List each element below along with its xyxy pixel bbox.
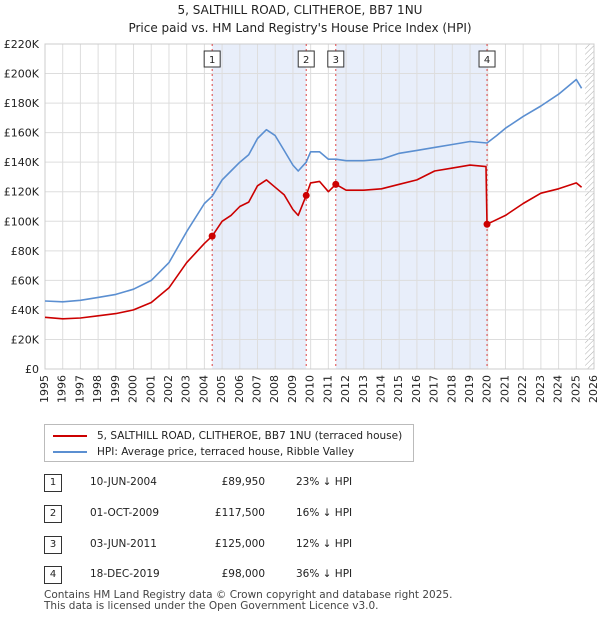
transaction-date: 18-DEC-2019 [90, 568, 160, 580]
transaction-hpi: 36% ↓ HPI [296, 568, 353, 580]
x-tick-label: 2000 [127, 375, 140, 403]
legend-label-hpi: HPI: Average price, terraced house, Ribb… [97, 446, 355, 458]
x-tick-label: 2022 [516, 375, 529, 403]
marker-badge-label: 1 [209, 55, 215, 66]
transaction-hpi: 12% ↓ HPI [296, 538, 353, 550]
legend-item-property: 5, SALTHILL ROAD, CLITHEROE, BB7 1NU (te… [53, 430, 402, 442]
transaction-date: 10-JUN-2004 [90, 476, 157, 488]
transaction-hpi: 23% ↓ HPI [296, 476, 353, 488]
x-tick-label: 2015 [392, 375, 405, 403]
legend-label-property: 5, SALTHILL ROAD, CLITHEROE, BB7 1NU (te… [97, 430, 403, 442]
plot-area: £0 £20K £40K £60K £80K £100K £120K £140K £160K £1… [4, 38, 600, 403]
marker-badge-label: 4 [484, 55, 490, 66]
x-tick-label: 1998 [91, 375, 104, 403]
x-tick-label: 2003 [180, 375, 193, 403]
transaction-row: 3 03-JUN-2011 £125,000 12% ↓ HPI [0, 536, 600, 556]
marker-badge-label: 2 [303, 55, 309, 66]
sale-point [332, 180, 340, 188]
x-tick-label: 2018 [445, 375, 458, 403]
y-tick-label: £220K [4, 38, 40, 51]
transaction-price: £125,000 [214, 538, 265, 550]
sale-point [483, 220, 491, 228]
transaction-hpi: 16% ↓ HPI [296, 507, 353, 519]
transaction-price: £117,500 [214, 507, 265, 519]
y-tick-label: £60K [11, 274, 40, 287]
x-tick-label: 1996 [56, 375, 69, 403]
chart-subtitle: Price paid vs. HM Land Registry's House … [128, 21, 471, 35]
x-tick-label: 2013 [357, 375, 370, 403]
sale-point [302, 191, 310, 199]
x-tick-label: 2009 [286, 375, 299, 403]
x-tick-label: 2020 [481, 375, 494, 403]
transaction-row: 4 18-DEC-2019 £98,000 36% ↓ HPI [0, 566, 600, 586]
x-tick-label: 2023 [534, 375, 547, 403]
legend-swatch-hpi [53, 451, 87, 453]
legend-swatch-property [53, 435, 87, 437]
x-tick-label: 2012 [339, 375, 352, 403]
transaction-date: 03-JUN-2011 [90, 538, 157, 550]
x-tick-label: 2010 [304, 375, 317, 403]
price-chart: 5, SALTHILL ROAD, CLITHEROE, BB7 1NU Pri… [4, 3, 600, 403]
transaction-number: 4 [44, 566, 62, 584]
transaction-price: £89,950 [221, 476, 265, 488]
y-tick-label: £20K [11, 333, 40, 346]
x-tick-label: 1997 [73, 375, 86, 403]
plot-background [45, 44, 594, 369]
hpi-line [44, 78, 583, 303]
x-tick-label: 2014 [374, 375, 387, 403]
transaction-row: 2 01-OCT-2009 £117,500 16% ↓ HPI [0, 505, 600, 525]
transaction-date: 01-OCT-2009 [90, 507, 159, 519]
footer-licence: This data is licensed under the Open Gov… [44, 600, 379, 612]
shaded-region [212, 44, 307, 369]
y-tick-label: £40K [11, 304, 40, 317]
y-tick-label: £120K [4, 186, 40, 199]
legend: 5, SALTHILL ROAD, CLITHEROE, BB7 1NU (te… [44, 424, 414, 462]
x-tick-label: 1995 [38, 375, 51, 403]
chart-title: 5, SALTHILL ROAD, CLITHEROE, BB7 1NU [178, 3, 423, 17]
marker-badge [203, 50, 221, 68]
x-tick-label: 2005 [215, 375, 228, 403]
x-tick-label: 2001 [144, 375, 157, 403]
x-tick-label: 2016 [410, 375, 423, 403]
x-tick-label: 2019 [463, 375, 476, 403]
x-tick-label: 2024 [552, 375, 565, 403]
marker-badge-label: 3 [333, 55, 339, 66]
forecast-hatch [585, 44, 594, 369]
x-tick-label: 2011 [321, 375, 334, 403]
sale-point [208, 232, 216, 240]
x-tick-label: 2026 [587, 375, 600, 403]
y-tick-label: £0 [25, 363, 39, 376]
x-tick-label: 2006 [233, 375, 246, 403]
y-tick-label: £80K [11, 245, 40, 258]
y-tick-label: £160K [4, 127, 40, 140]
transaction-row: 1 10-JUN-2004 £89,950 23% ↓ HPI [0, 474, 600, 494]
plot-border [44, 43, 595, 370]
y-tick-label: £100K [4, 215, 40, 228]
marker-badge [478, 50, 496, 68]
x-tick-label: 2002 [162, 375, 175, 403]
marker-badge [327, 50, 345, 68]
y-tick-label: £200K [4, 68, 40, 81]
x-tick-label: 2025 [569, 375, 582, 403]
y-tick-label: £180K [4, 97, 40, 110]
footer-copyright: Contains HM Land Registry data © Crown c… [44, 589, 453, 601]
transaction-price: £98,000 [221, 568, 265, 580]
x-tick-label: 2004 [197, 375, 210, 403]
x-tick-label: 1999 [109, 375, 122, 403]
x-tick-label: 2007 [251, 375, 264, 403]
x-tick-label: 2008 [268, 375, 281, 403]
marker-badge [297, 50, 315, 68]
y-tick-label: £140K [4, 156, 40, 169]
x-tick-label: 2021 [498, 375, 511, 403]
transaction-number: 1 [44, 474, 62, 492]
shaded-region [335, 44, 488, 369]
x-tick-label: 2017 [428, 375, 441, 403]
legend-item-hpi: HPI: Average price, terraced house, Ribb… [53, 446, 354, 458]
footer: Contains HM Land Registry data © Crown c… [44, 590, 452, 612]
transaction-number: 3 [44, 536, 62, 554]
transaction-number: 2 [44, 505, 62, 523]
